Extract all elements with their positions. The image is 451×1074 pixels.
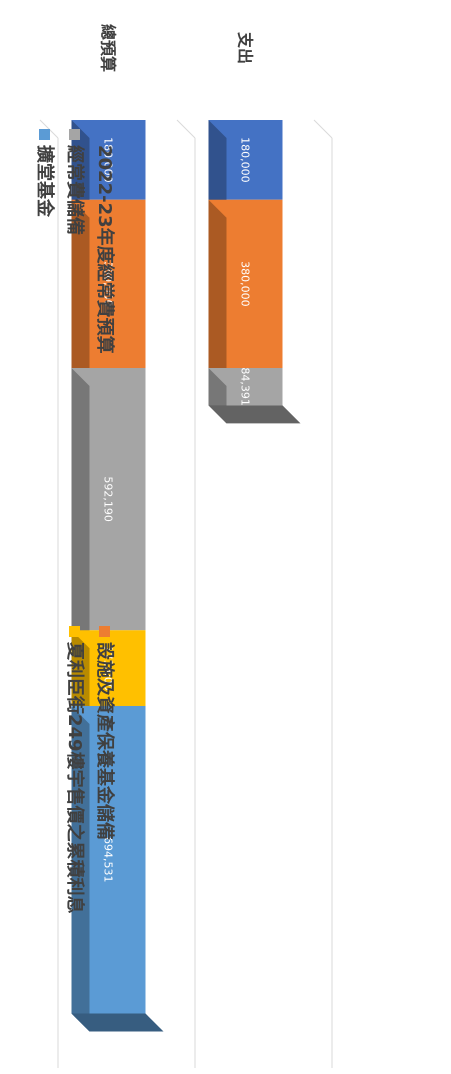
bar-front	[71, 120, 146, 200]
bar-segment: 171,000	[71, 630, 146, 724]
gridline	[176, 119, 196, 139]
data-label: 171,000	[102, 645, 115, 691]
legend-item: 擴堂基金	[34, 129, 56, 218]
category-label: 總預算	[99, 24, 118, 72]
legend-item: 設施及資產保養基金儲備	[94, 626, 116, 840]
bar-front	[208, 199, 283, 368]
legend-swatch	[39, 129, 50, 140]
chart-bars: 180,000 380,000 84,391 180,000 380,000 592,19…	[71, 120, 301, 1032]
bar-cap	[208, 405, 301, 424]
bar-side	[71, 120, 90, 218]
bar-cap	[71, 1013, 164, 1032]
bar-side	[71, 199, 90, 386]
bar-side	[208, 120, 227, 218]
bar-front	[208, 368, 283, 406]
bar-side	[208, 199, 227, 386]
bar-front	[71, 705, 146, 1014]
bar-side	[71, 630, 90, 724]
legend-swatch	[69, 129, 80, 140]
bar-side	[71, 368, 90, 649]
legend-item: 夏利臣街249樓宇售價之累積利息	[64, 626, 86, 914]
chart-gridlines	[39, 119, 333, 1068]
bar-segment: 380,000	[71, 199, 146, 386]
bar-front	[208, 120, 283, 200]
legend-label: 夏利臣街249樓宇售價之累積利息	[64, 642, 86, 914]
legend-label: 設施及資產保養基金儲備	[94, 642, 116, 840]
legend-label: 經常費儲備	[64, 145, 86, 235]
legend-item: 2022-23年度經常費預算	[94, 129, 116, 354]
legend-label: 擴堂基金	[34, 145, 56, 218]
data-label: 380,000	[102, 261, 115, 307]
data-label: 84,391	[239, 367, 252, 406]
bar-side	[71, 705, 90, 1032]
legend-label: 2022-23年度經常費預算	[94, 145, 116, 354]
gridline	[313, 119, 333, 139]
legend-swatch	[69, 626, 80, 637]
bar-front	[71, 368, 146, 631]
category-labels: 支出 總預算	[99, 24, 255, 72]
bar-segment: 180,000	[71, 120, 146, 218]
legend-swatch	[99, 626, 110, 637]
bar-segment: 694,531	[71, 705, 146, 1032]
data-label: 694,531	[102, 837, 115, 883]
data-label: 180,000	[239, 137, 252, 183]
category-label: 支出	[236, 31, 255, 64]
bar-front	[71, 630, 146, 706]
bar-front	[71, 199, 146, 368]
bar-segment: 592,190	[71, 368, 146, 649]
bar-segment: 380,000	[208, 199, 283, 386]
legend-item: 經常費儲備	[64, 129, 86, 235]
data-label: 380,000	[239, 261, 252, 307]
data-label: 180,000	[102, 137, 115, 183]
data-label: 592,190	[102, 476, 115, 522]
bar-segment: 180,000	[208, 120, 283, 218]
legend-swatch	[99, 129, 110, 140]
